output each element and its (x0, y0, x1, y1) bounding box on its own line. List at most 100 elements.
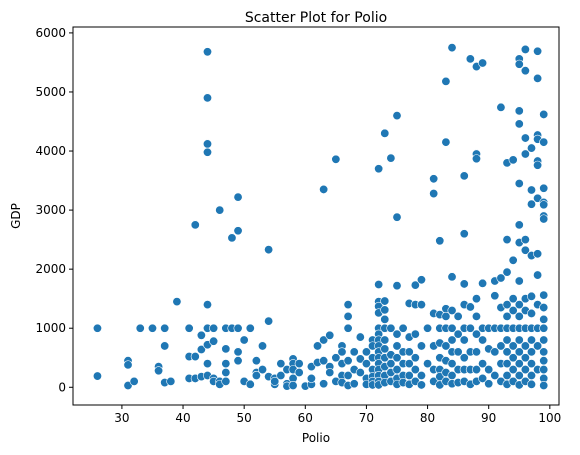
y-tick-label: 5000 (35, 85, 66, 99)
data-point (527, 309, 535, 317)
data-point (540, 365, 548, 373)
data-point (533, 161, 541, 169)
data-point (234, 227, 242, 235)
data-point (203, 140, 211, 148)
data-point (160, 342, 168, 350)
data-point (472, 294, 480, 302)
data-point (356, 333, 364, 341)
x-tick-label: 40 (175, 411, 190, 425)
data-point (466, 303, 474, 311)
data-point (203, 148, 211, 156)
data-point (442, 77, 450, 85)
data-point (167, 377, 175, 385)
data-point (191, 352, 199, 360)
data-point (521, 235, 529, 243)
data-point (540, 315, 548, 323)
data-point (460, 336, 468, 344)
data-point (228, 234, 236, 242)
x-tick-label: 90 (481, 411, 496, 425)
data-point (154, 367, 162, 375)
data-point (460, 230, 468, 238)
data-point (472, 155, 480, 163)
data-point (258, 342, 266, 350)
data-point (540, 110, 548, 118)
data-point (222, 345, 230, 353)
data-point (478, 279, 486, 287)
data-point (429, 189, 437, 197)
data-point (393, 213, 401, 221)
data-point (429, 175, 437, 183)
data-point (295, 359, 303, 367)
x-tick-label: 60 (298, 411, 313, 425)
data-points (93, 43, 548, 390)
data-point (344, 300, 352, 308)
data-point (540, 184, 548, 192)
data-point (411, 330, 419, 338)
data-point (540, 357, 548, 365)
data-point (350, 348, 358, 356)
data-point (173, 297, 181, 305)
data-point (381, 306, 389, 314)
data-point (540, 201, 548, 209)
data-point (509, 256, 517, 264)
data-point (295, 368, 303, 376)
data-point (460, 280, 468, 288)
data-point (515, 120, 523, 128)
data-point (423, 324, 431, 332)
data-point (417, 276, 425, 284)
data-point (209, 324, 217, 332)
data-point (436, 237, 444, 245)
y-axis: 0 1000 2000 3000 4000 5000 6000 (35, 26, 73, 394)
data-point (264, 245, 272, 253)
data-point (540, 336, 548, 344)
data-point (252, 357, 260, 365)
data-point (387, 154, 395, 162)
data-point (527, 292, 535, 300)
data-point (521, 134, 529, 142)
data-point (216, 206, 224, 214)
data-point (222, 377, 230, 385)
data-point (381, 336, 389, 344)
x-tick-label: 50 (237, 411, 252, 425)
data-point (448, 273, 456, 281)
y-tick-label: 1000 (35, 321, 66, 335)
data-point (448, 43, 456, 51)
chart-title: Scatter Plot for Polio (245, 10, 387, 26)
data-point (466, 55, 474, 63)
data-point (533, 74, 541, 82)
data-point (527, 380, 535, 388)
data-point (540, 215, 548, 223)
data-point (209, 337, 217, 345)
data-point (222, 368, 230, 376)
data-point (491, 292, 499, 300)
data-point (460, 172, 468, 180)
data-point (374, 280, 382, 288)
data-point (234, 324, 242, 332)
data-point (540, 348, 548, 356)
data-point (203, 94, 211, 102)
y-axis-label: GDP (9, 203, 23, 229)
data-point (533, 47, 541, 55)
data-point (289, 381, 297, 389)
data-point (540, 324, 548, 332)
data-point (222, 359, 230, 367)
data-point (160, 324, 168, 332)
data-point (264, 317, 272, 325)
y-tick-label: 4000 (35, 144, 66, 158)
data-point (381, 315, 389, 323)
data-point (515, 221, 523, 229)
data-point (454, 312, 462, 320)
data-point (533, 250, 541, 258)
data-point (472, 348, 480, 356)
data-point (246, 380, 254, 388)
y-tick-label: 0 (58, 380, 66, 394)
data-point (234, 348, 242, 356)
data-point (185, 324, 193, 332)
data-point (350, 380, 358, 388)
data-point (478, 59, 486, 67)
y-tick-label: 6000 (35, 26, 66, 40)
data-point (533, 271, 541, 279)
data-point (540, 303, 548, 311)
data-point (130, 377, 138, 385)
data-point (307, 374, 315, 382)
